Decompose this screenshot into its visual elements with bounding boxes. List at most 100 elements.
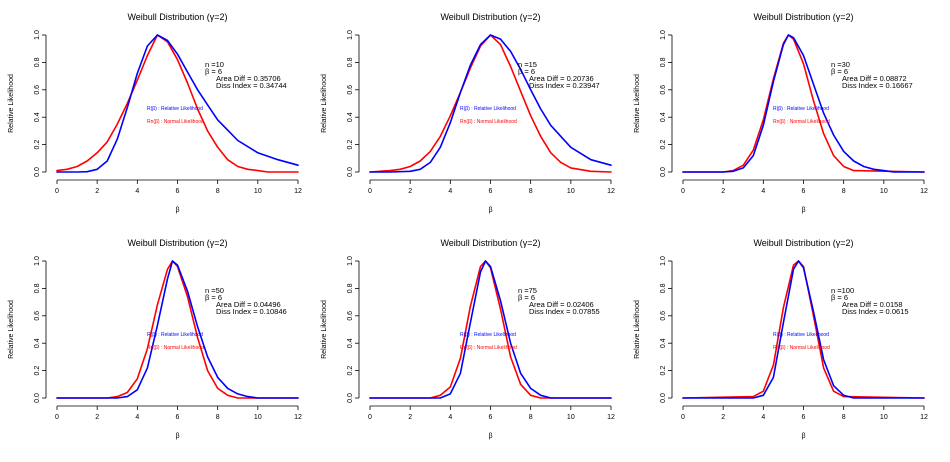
x-tick-label: 0 (368, 188, 372, 195)
annotation-diss-index: Diss Index = 0.0615 (842, 307, 909, 316)
x-axis-label: β (175, 207, 179, 214)
y-tick-label: 0.2 (347, 140, 354, 150)
legend-relative-likelihood: R(β) : Relative Likelihood (147, 106, 203, 112)
legend-normal-likelihood: Rn(β) : Normal Likelihood (460, 119, 517, 125)
annotation-beta: β = 6 (831, 293, 848, 302)
series-relative-likelihood-line (369, 260, 612, 399)
legend-relative-likelihood: R(β) : Relative Likelihood (773, 106, 829, 112)
y-tick-label: 0.4 (660, 338, 667, 348)
y-tick-label: 0.4 (347, 338, 354, 348)
series-normal-likelihood-line (56, 260, 299, 399)
x-tick-label: 8 (529, 414, 533, 421)
annotation-n: n =100 (831, 286, 854, 295)
x-tick-label: 8 (216, 414, 220, 421)
x-tick-label: 8 (529, 188, 533, 195)
x-tick-label: 6 (176, 414, 180, 421)
x-tick-label: 12 (294, 188, 302, 195)
chart-title: Weibull Distribution (γ=2) (753, 12, 853, 22)
annotation-diss-index: Diss Index = 0.10846 (216, 307, 287, 316)
y-tick-label: 0.8 (34, 57, 41, 67)
y-tick-label: 0.0 (660, 393, 667, 403)
y-tick-label: 1.0 (34, 30, 41, 40)
annotation-beta: β = 6 (518, 293, 535, 302)
series-relative-likelihood-line (682, 34, 925, 173)
y-axis-label: Relative Likelihood (8, 300, 15, 359)
annotation-diss-index: Diss Index = 0.16667 (842, 81, 913, 90)
y-tick-label: 0.0 (660, 167, 667, 177)
legend-relative-likelihood: R(β) : Relative Likelihood (460, 332, 516, 338)
y-tick-label: 0.6 (34, 85, 41, 95)
y-tick-label: 0.2 (34, 366, 41, 376)
series-normal-likelihood-line (369, 260, 612, 399)
annotation-area-diff: Area Diff = 0.04496 (216, 300, 281, 309)
y-tick-label: 0.2 (660, 140, 667, 150)
y-axis-label: Relative Likelihood (321, 300, 328, 359)
y-tick-label: 0.0 (347, 393, 354, 403)
x-tick-label: 0 (55, 414, 59, 421)
y-tick-label: 0.6 (347, 311, 354, 321)
annotation-beta: β = 6 (518, 67, 535, 76)
chart-title: Weibull Distribution (γ=2) (440, 12, 540, 22)
y-tick-label: 0.6 (660, 85, 667, 95)
y-tick-label: 0.8 (34, 283, 41, 293)
y-tick-label: 0.4 (347, 112, 354, 122)
x-tick-label: 4 (135, 414, 139, 421)
series-normal-likelihood-line (56, 34, 299, 173)
y-tick-label: 0.2 (660, 366, 667, 376)
x-tick-label: 6 (176, 188, 180, 195)
x-axis-label: β (488, 433, 492, 440)
annotation-diss-index: Diss Index = 0.07855 (529, 307, 600, 316)
x-tick-label: 8 (842, 414, 846, 421)
legend-relative-likelihood: R(β) : Relative Likelihood (773, 332, 829, 338)
legend-normal-likelihood: Rn(β) : Normal Likelihood (460, 345, 517, 351)
x-tick-label: 2 (95, 414, 99, 421)
annotation-area-diff: Area Diff = 0.02406 (529, 300, 594, 309)
y-tick-label: 0.4 (34, 112, 41, 122)
chart-title: Weibull Distribution (γ=2) (440, 238, 540, 248)
y-tick-label: 1.0 (660, 30, 667, 40)
legend-normal-likelihood: Rn(β) : Normal Likelihood (147, 119, 204, 125)
x-tick-label: 2 (408, 414, 412, 421)
annotation-area-diff: Area Diff = 0.0158 (842, 300, 903, 309)
x-tick-label: 2 (721, 188, 725, 195)
x-tick-label: 10 (567, 188, 575, 195)
y-axis-label: Relative Likelihood (321, 74, 328, 133)
series-normal-likelihood-line (682, 260, 925, 399)
y-tick-label: 0.0 (347, 167, 354, 177)
x-tick-label: 10 (254, 414, 262, 421)
y-tick-label: 0.0 (34, 167, 41, 177)
legend-normal-likelihood: Rn(β) : Normal Likelihood (147, 345, 204, 351)
chart-panel-1: Weibull Distribution (γ=2) 0.0 0.2 0.4 0.6 0.… (8, 12, 302, 214)
chart-title: Weibull Distribution (γ=2) (753, 238, 853, 248)
annotation-n: n =15 (518, 60, 537, 69)
x-tick-label: 10 (880, 188, 888, 195)
annotation-n: n =30 (831, 60, 850, 69)
x-tick-label: 10 (254, 188, 262, 195)
y-tick-label: 1.0 (660, 256, 667, 266)
y-tick-label: 0.6 (34, 311, 41, 321)
chart-panel-4: Weibull Distribution (γ=2) 0.0 0.2 0.4 0.6 0.… (8, 238, 302, 440)
x-tick-label: 2 (408, 188, 412, 195)
y-tick-label: 0.6 (347, 85, 354, 95)
y-axis-label: Relative Likelihood (634, 300, 641, 359)
y-tick-label: 1.0 (347, 256, 354, 266)
legend-relative-likelihood: R(β) : Relative Likelihood (460, 106, 516, 112)
x-axis-label: β (801, 433, 805, 440)
legend-relative-likelihood: R(β) : Relative Likelihood (147, 332, 203, 338)
annotation-area-diff: Area Diff = 0.20736 (529, 74, 594, 83)
x-tick-label: 12 (920, 414, 928, 421)
annotation-n: n =50 (205, 286, 224, 295)
x-tick-label: 4 (761, 414, 765, 421)
x-tick-label: 0 (55, 188, 59, 195)
series-relative-likelihood-line (56, 260, 299, 399)
series-relative-likelihood-line (682, 260, 925, 399)
x-tick-label: 0 (368, 414, 372, 421)
annotation-diss-index: Diss Index = 0.34744 (216, 81, 287, 90)
x-axis-label: β (801, 207, 805, 214)
legend-normal-likelihood: Rn(β) : Normal Likelihood (773, 119, 830, 125)
y-tick-label: 1.0 (34, 256, 41, 266)
series-relative-likelihood-line (56, 34, 299, 173)
annotation-area-diff: Area Diff = 0.08872 (842, 74, 907, 83)
chart-panel-5: Weibull Distribution (γ=2) 0.0 0.2 0.4 0.6 0.… (321, 238, 615, 440)
